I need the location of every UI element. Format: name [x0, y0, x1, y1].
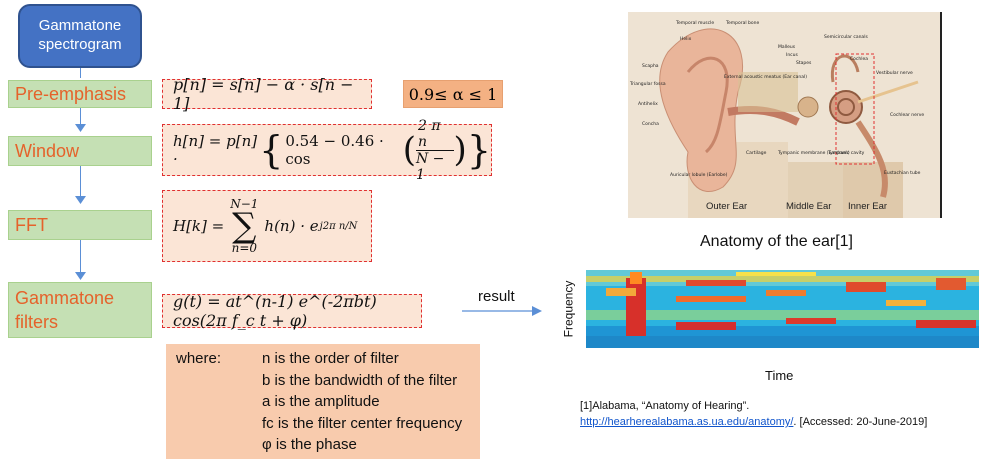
region-outer-ear: Outer Ear: [706, 201, 747, 212]
window-den: N − 1: [415, 150, 445, 183]
connector-preemphasis-window: [80, 108, 81, 130]
fft-lhs: H[k] =: [173, 217, 225, 235]
arrowhead-3: [75, 272, 86, 280]
connector-window-fft: [80, 166, 81, 200]
region-middle-ear: Middle Ear: [786, 201, 831, 212]
step-preemphasis-label: Pre-emphasis: [15, 83, 127, 104]
formula-fft: H[k] = N−1 ∑ n=0 h(n) · e j2π n/N: [162, 190, 372, 262]
result-arrow: [462, 306, 542, 316]
step-gammatone: Gammatone filters: [8, 282, 152, 338]
ear-label-scapha: Scapha: [642, 63, 659, 69]
fft-upper: N−1: [230, 197, 259, 211]
fft-body: h(n) · e: [264, 217, 319, 235]
spectrogram-ylabel: Frequency: [561, 280, 576, 338]
ear-label-eardrum: Tympanic membrane (Eardrum): [777, 150, 850, 156]
where-box: where: n is the order of filter b is the …: [166, 344, 480, 459]
arrowhead-1: [75, 124, 86, 132]
formula-gammatone: g(t) = at^(n-1) e^(-2πbt) cos(2π f_c t +…: [162, 292, 422, 330]
where-row-3: a is the amplitude: [176, 391, 480, 413]
where-line-5: φ is the phase: [262, 436, 357, 453]
title-box: Gammatone spectrogram: [18, 4, 142, 68]
ear-label-eustachian: Eustachian tube: [884, 170, 921, 176]
alpha-range-box: 0.9≤ α ≤ 1: [403, 80, 503, 108]
ear-label-stapes: Stapes: [796, 60, 812, 66]
alpha-range-text: 0.9≤ α ≤ 1: [408, 84, 498, 104]
spectrogram-ylabel-wrap: Frequency: [560, 278, 580, 338]
window-a: 0.54 − 0.46 · cos: [285, 132, 384, 168]
ear-anatomy-image: Temporal muscle Temporal bone Helix Scap…: [628, 12, 942, 218]
where-row-1: where: n is the order of filter: [176, 348, 480, 370]
gammatone-formula-text: g(t) = at^(n-1) e^(-2πbt) cos(2π f_c t +…: [173, 292, 377, 330]
ear-label-triangular-fossa: Triangular fossa: [629, 81, 666, 87]
window-lhs: h[n] = p[n] ·: [173, 132, 258, 168]
window-fraction: 2 π n N − 1: [415, 118, 454, 183]
ear-label-concha: Concha: [642, 121, 659, 127]
where-line-2: b is the bandwidth of the filter: [262, 371, 458, 389]
ear-label-tympanic-cavity: Tympanic cavity: [827, 150, 865, 156]
step-window-label: Window: [15, 140, 80, 161]
where-row-5: φ is the phase: [176, 434, 480, 456]
window-brace-open: {: [259, 128, 284, 172]
ear-label-antihelix: Antihelix: [638, 101, 658, 107]
spectrogram-image: [586, 270, 979, 348]
fft-exp: j2π n/N: [319, 220, 358, 232]
where-intro: where:: [176, 350, 222, 367]
fft-lower: n=0: [231, 241, 258, 255]
connector-title-preemphasis: [80, 68, 81, 78]
ear-label-cochlear-nerve: Cochlear nerve: [890, 112, 924, 118]
reference-line2: http://hearherealabama.as.ua.edu/anatomy…: [580, 414, 1000, 430]
result-label: result: [478, 288, 515, 305]
spectrogram-xlabel: Time: [765, 368, 794, 383]
reference: [1]Alabama, “Anatomy of Hearing”. http:/…: [580, 398, 1000, 430]
ear-label-cochlea: Cochlea: [850, 56, 868, 62]
ear-label-ear-canal: External acoustic meatus (Ear canal): [724, 74, 807, 80]
step-fft-label: FFT: [15, 214, 48, 235]
window-paren-open: (: [402, 130, 416, 170]
ear-label-vestibular-nerve: Vestibular nerve: [876, 70, 913, 76]
title-text: Gammatone spectrogram: [38, 17, 122, 53]
formula-preemphasis: p[n] = s[n] − α · s[n − 1]: [162, 75, 372, 113]
step-fft: FFT: [8, 210, 152, 240]
reference-tail: . [Accessed: 20-June-2019]: [793, 416, 928, 428]
ear-label-lobule: Auricular lobule (Earlobe): [670, 172, 728, 178]
reference-line1: [1]Alabama, “Anatomy of Hearing”.: [580, 400, 750, 412]
ear-label-cartilage: Cartilage: [746, 150, 767, 156]
ear-illustration: Temporal muscle Temporal bone Helix Scap…: [628, 12, 940, 218]
ear-label-helix: Helix: [680, 36, 692, 42]
window-num: 2 π n: [415, 118, 454, 151]
formula-preemphasis-text: p[n] = s[n] − α · s[n − 1]: [173, 75, 354, 113]
step-preemphasis: Pre-emphasis: [8, 80, 152, 108]
ear-label-malleus: Malleus: [778, 44, 796, 50]
where-row-4: fc is the filter center frequency: [176, 413, 480, 435]
ear-label-temporal-muscle: Temporal muscle: [675, 20, 714, 26]
where-row-2: b is the bandwidth of the filter: [176, 370, 480, 392]
ear-label-semicircular: Semicircular canals: [824, 34, 868, 40]
reference-link[interactable]: http://hearherealabama.as.ua.edu/anatomy…: [580, 416, 794, 428]
fft-sigma: ∑: [232, 206, 257, 246]
where-line-1: n is the order of filter: [262, 350, 399, 367]
step-window: Window: [8, 136, 152, 166]
ear-label-incus: Incus: [786, 52, 799, 58]
fft-sum: N−1 ∑ n=0: [230, 197, 258, 255]
where-line-3: a is the amplitude: [262, 393, 380, 410]
region-inner-ear: Inner Ear: [848, 201, 887, 212]
connector-fft-gammatone: [80, 240, 81, 276]
formula-window: h[n] = p[n] · { 0.54 − 0.46 · cos ( 2 π …: [162, 118, 492, 183]
window-paren-close: ): [453, 130, 467, 170]
ear-caption: Anatomy of the ear[1]: [700, 233, 853, 250]
where-line-4: fc is the filter center frequency: [262, 414, 463, 432]
step-gammatone-label: Gammatone filters: [15, 288, 115, 332]
window-brace-close: }: [466, 128, 491, 172]
ear-label-temporal-bone: Temporal bone: [725, 20, 759, 26]
arrowhead-2: [75, 196, 86, 204]
